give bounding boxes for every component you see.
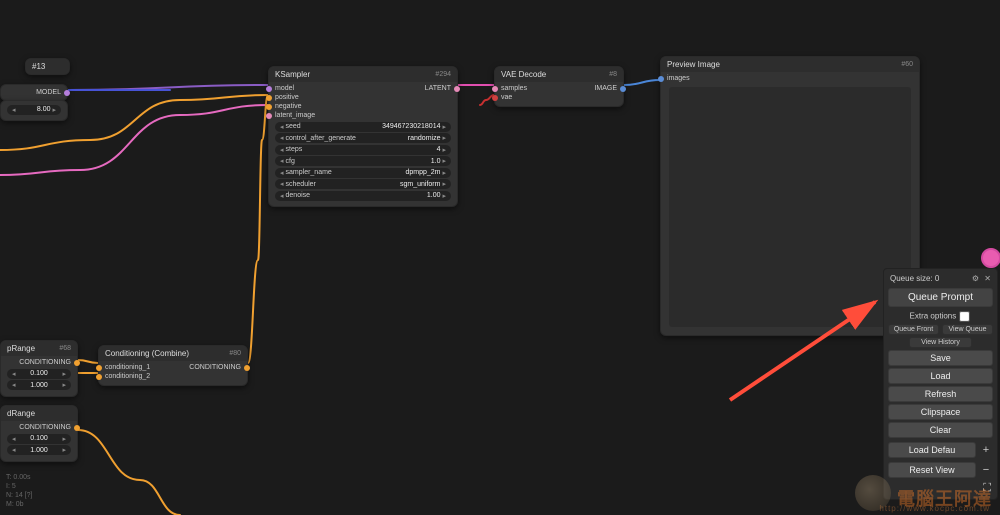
close-icon[interactable]: ✕ [984, 274, 991, 283]
ksampler-seed[interactable]: ◂seed349467230218014▸ [275, 122, 451, 132]
value-widget[interactable]: ◂8.00▸ [7, 105, 61, 115]
vae-title: VAE Decode [501, 70, 546, 79]
port-model-out: MODEL [36, 89, 61, 96]
preview-title: Preview Image [667, 60, 720, 69]
view-history-button[interactable]: View History [909, 337, 972, 348]
ksampler-scheduler[interactable]: ◂schedulersgm_uniform▸ [275, 179, 451, 189]
extra-options-label: Extra options [910, 312, 957, 321]
preview-id: #60 [901, 61, 913, 68]
ksampler-title: KSampler [275, 70, 310, 79]
clipspace-button[interactable]: Clipspace [888, 404, 993, 420]
ksampler-sampler[interactable]: ◂sampler_namedpmpp_2m▸ [275, 168, 451, 178]
view-queue-button[interactable]: View Queue [942, 324, 993, 335]
extra-options-checkbox[interactable] [960, 311, 970, 321]
gear-icon[interactable]: ⚙ [972, 274, 979, 283]
node-model-stub[interactable]: MODEL [0, 84, 68, 101]
node-conditioning-combine[interactable]: Conditioning (Combine) #80 conditioning_… [98, 345, 248, 386]
refresh-button[interactable]: Refresh [888, 386, 993, 402]
ksampler-cfg[interactable]: ◂cfg1.0▸ [275, 156, 451, 166]
node-id-label: #13 [32, 62, 45, 71]
node-prange-1[interactable]: pRange#68 CONDITIONING ◂0.100▸ ◂1.000▸ [0, 340, 78, 397]
node-drange[interactable]: dRange CONDITIONING ◂0.100▸ ◂1.000▸ [0, 405, 78, 462]
node-13-collapsed[interactable]: #13 [25, 58, 70, 75]
node-preview-image[interactable]: Preview Image #60 images [660, 56, 920, 336]
ksampler-denoise[interactable]: ◂denoise1.00▸ [275, 191, 451, 201]
stats-text: T: 0.00s I: 5 N: 14 [?] M: 0b [6, 473, 32, 509]
preview-image-area [669, 87, 911, 327]
node-value-stub[interactable]: ◂8.00▸ [0, 100, 68, 121]
vae-id: #8 [609, 71, 617, 78]
ksampler-steps[interactable]: ◂steps4▸ [275, 145, 451, 155]
watermark: 電腦王阿達 http://www.kocpc.com.tw [855, 475, 992, 511]
load-default-button[interactable]: Load Defau [888, 442, 976, 458]
control-panel: Queue size: 0 ⚙ ✕ Queue Prompt Extra opt… [883, 268, 998, 500]
ksampler-id: #294 [435, 71, 451, 78]
node-canvas[interactable]: #13 MODEL ◂8.00▸ KSampler #294 model LAT… [0, 0, 1000, 515]
queue-prompt-button[interactable]: Queue Prompt [888, 288, 993, 307]
ksampler-control[interactable]: ◂control_after_generaterandomize▸ [275, 133, 451, 143]
load-button[interactable]: Load [888, 368, 993, 384]
save-button[interactable]: Save [888, 350, 993, 366]
manager-badge-icon[interactable] [981, 248, 1000, 268]
queue-front-button[interactable]: Queue Front [888, 324, 939, 335]
plus-icon[interactable]: + [979, 444, 993, 456]
clear-button[interactable]: Clear [888, 422, 993, 438]
queue-size-label: Queue size: 0 [890, 274, 939, 283]
node-ksampler[interactable]: KSampler #294 model LATENT positive nega… [268, 66, 458, 207]
node-vae-decode[interactable]: VAE Decode #8 samples IMAGE vae [494, 66, 624, 107]
